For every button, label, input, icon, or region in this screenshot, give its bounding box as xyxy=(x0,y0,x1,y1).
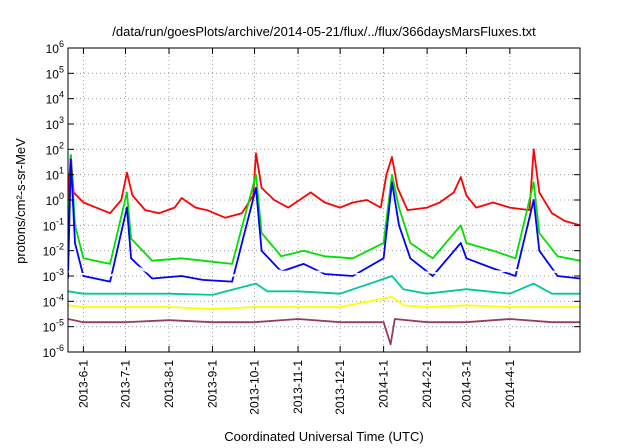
chart-title: /data/run/goesPlots/archive/2014-05-21/f… xyxy=(112,24,536,39)
x-tick-label: 2014-2-1 xyxy=(420,360,434,408)
y-tick-label: 102 xyxy=(46,140,64,157)
y-axis-label: protons/cm²-s-sr-MeV xyxy=(13,138,28,264)
x-tick-label: 2013-7-1 xyxy=(119,360,133,408)
x-tick-label: 2014-3-1 xyxy=(459,360,473,408)
x-tick-label: 2014-4-1 xyxy=(503,360,517,408)
series-line-3 xyxy=(68,158,580,283)
y-tick-label: 105 xyxy=(46,64,64,81)
series-line-5 xyxy=(68,275,580,296)
y-tick-label: 100 xyxy=(46,191,64,208)
series-line-4 xyxy=(68,259,580,277)
y-tick-label: 10-6 xyxy=(43,343,64,360)
x-tick-label: 2013-6-1 xyxy=(76,360,90,408)
x-axis-label: Coordinated Universal Time (UTC) xyxy=(224,429,423,444)
x-tick-label: 2013-12-1 xyxy=(333,360,347,415)
y-tick-label: 104 xyxy=(46,90,64,107)
series-line-2 xyxy=(68,154,580,265)
y-tick-label: 10-2 xyxy=(43,242,64,259)
x-tick-label: 2013-10-1 xyxy=(248,360,262,415)
axes: 106 105 104 103 102 101 100 10-1 10-2 10-3 10-4 10-… xyxy=(43,39,581,415)
x-tick-label: 2013-11-1 xyxy=(291,360,305,414)
plot-area xyxy=(68,48,580,352)
series-line-7 xyxy=(68,318,580,346)
series-line-6 xyxy=(68,295,580,310)
y-tick-label: 10-1 xyxy=(43,216,64,233)
series-line-1 xyxy=(68,148,580,227)
x-tick-label: 2014-1-1 xyxy=(377,360,391,408)
y-tick-label: 10-5 xyxy=(43,318,64,335)
y-tick-label: 101 xyxy=(46,166,64,183)
y-tick-label: 10-3 xyxy=(43,267,64,284)
x-tick-label: 2013-9-1 xyxy=(206,360,220,408)
y-tick-label: 103 xyxy=(46,115,64,132)
y-tick-label: 106 xyxy=(46,39,64,56)
y-tick-label: 10-4 xyxy=(43,292,64,309)
x-tick-label: 2013-8-1 xyxy=(162,360,176,408)
